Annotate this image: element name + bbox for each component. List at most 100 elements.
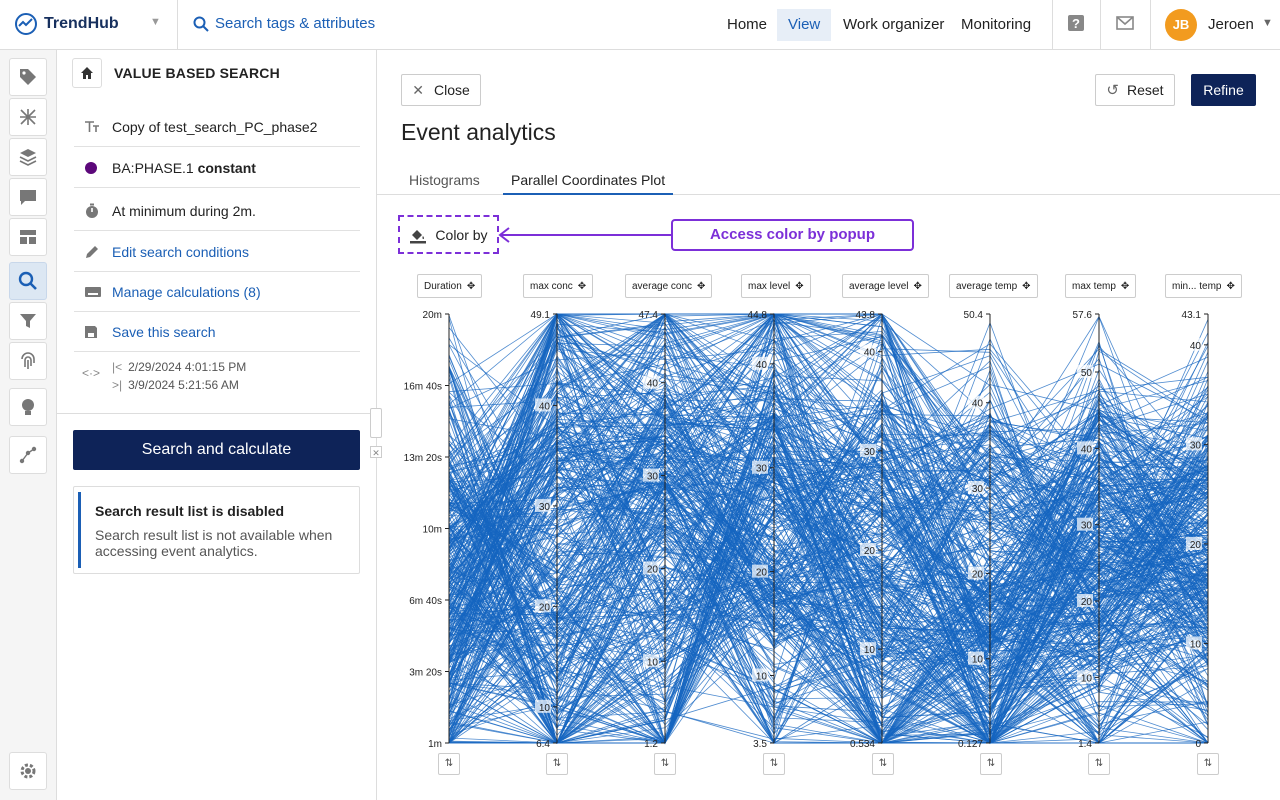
color-by-label: Color by [435,226,488,243]
axis-header-average-level[interactable]: average level ✥ [842,274,929,298]
gear-icon[interactable] [9,752,47,790]
nav-home[interactable]: Home [727,16,768,33]
data-line [448,313,1209,610]
data-line [448,315,1209,661]
graph-icon[interactable] [9,436,47,474]
tick-label-background [860,443,876,457]
layers-icon[interactable] [9,138,47,176]
axis-header-max-level[interactable]: max level ✥ [741,274,811,298]
mail-icon[interactable] [1115,13,1137,35]
axis-tick-label: 40 [1081,444,1093,455]
dashboard-icon[interactable] [9,218,47,256]
comment-icon[interactable] [9,178,47,216]
close-button[interactable]: ✕ Close [401,74,481,106]
data-line [448,526,1209,714]
data-line [448,426,1209,613]
filter-icon[interactable] [9,302,47,340]
duration-row[interactable]: At minimum during 2m. [74,191,360,231]
tab-parallel-coordinates[interactable]: Parallel Coordinates Plot [503,172,674,195]
color-by-button[interactable]: Color by [398,215,499,254]
save-search-link[interactable]: Save this search [74,312,360,352]
collapse-panel-icon[interactable]: ✕ [370,446,382,458]
lightbulb-icon[interactable] [9,388,47,426]
parallel-coordinates-plot[interactable]: 20m 16m 40s 13m 20s 10m 6m 40s 3m 20s 1m 49.1 40… [380,300,1260,752]
nav-monitoring[interactable]: Monitoring [961,16,1032,33]
user-name[interactable]: Jeroen [1208,16,1254,33]
fingerprint-icon[interactable] [9,342,47,380]
data-line [448,429,1209,744]
data-line [448,587,1209,744]
panel-resize-handle[interactable] [370,408,382,438]
data-line [448,516,1209,744]
search-result-notice: Search result list is disabled Search re… [73,486,360,574]
undo-icon: ↺ [1106,82,1119,99]
axis-header-max-conc[interactable]: max conc ✥ [523,274,594,298]
data-line [448,375,1209,675]
data-line [448,338,1209,656]
manage-calculations-link[interactable]: Manage calculations (8) [74,272,360,312]
axis-tick-label: 20 [1081,597,1093,608]
nav-work-organizer[interactable]: Work organizer [843,16,945,33]
tag-color-dot-icon [74,161,112,175]
search-name-row[interactable]: Copy of test_search_PC_phase2 [74,107,360,147]
condition-row[interactable]: BA:PHASE.1 constant [74,148,360,188]
axis-header-duration[interactable]: Duration ✥ [417,274,483,298]
axis-tick-label: 3m 20s [409,668,442,679]
move-icon: ✥ [577,280,587,292]
search-and-calculate-button[interactable]: Search and calculate [73,430,360,470]
trendhub-logo[interactable]: TrendHub [14,12,119,36]
data-line [448,410,1209,744]
axis-tick-label: 20 [756,568,768,579]
data-line [448,313,1209,649]
data-line [448,412,1209,686]
data-line [448,427,1209,648]
sort-icon[interactable]: ⇅ [980,753,1002,775]
refine-button[interactable]: Refine [1191,74,1256,106]
nav-view[interactable]: View [777,9,832,41]
data-line [448,321,1209,716]
axis-tick-label: 20 [647,564,659,575]
sort-icon[interactable]: ⇅ [1197,753,1219,775]
axis-tick-label: 20m [423,310,442,321]
axis-tick-label: 6.4 [536,739,550,750]
data-line [448,390,1209,571]
axis-tick-label: 40 [972,399,984,410]
data-line [448,340,1209,685]
data-line [448,451,1209,744]
tick-label-background [643,654,659,668]
data-line [448,415,1209,614]
tab-histograms[interactable]: Histograms [409,172,480,188]
sort-icon[interactable]: ⇅ [1088,753,1110,775]
pattern-icon[interactable] [9,98,47,136]
sort-icon[interactable]: ⇅ [654,753,676,775]
data-line [448,455,1209,582]
axis-header-average-temp[interactable]: average temp ✥ [949,274,1038,298]
help-icon[interactable]: ? [1066,13,1088,35]
chevron-down-icon[interactable]: ▼ [150,16,161,28]
data-line [448,313,1209,644]
axis-header-average-conc[interactable]: average conc ✥ [625,274,713,298]
home-button[interactable] [72,58,102,88]
axis-header-min-temp[interactable]: min... temp ✥ [1165,274,1242,298]
sort-icon[interactable]: ⇅ [546,753,568,775]
reset-button[interactable]: ↺ Reset [1095,74,1175,106]
notice-title: Search result list is disabled [95,503,285,519]
edit-search-conditions-link[interactable]: Edit search conditions [74,232,360,272]
chevron-down-icon[interactable]: ▼ [1262,17,1273,29]
data-line [448,423,1209,744]
axis-header-max-temp[interactable]: max temp ✥ [1065,274,1137,298]
search-icon [193,16,209,32]
axis-tick-label: 10 [756,671,768,682]
tag-icon[interactable] [9,58,47,96]
sort-icon[interactable]: ⇅ [438,753,460,775]
sort-icon[interactable]: ⇅ [763,753,785,775]
date-range-icon: <·> [82,366,101,380]
tick-label-background [1077,365,1093,379]
panel-header: VALUE BASED SEARCH [72,58,280,88]
avatar[interactable]: JB [1165,9,1197,41]
search-icon[interactable] [9,262,47,300]
search-tags-input[interactable]: Search tags & attributes [193,15,375,32]
sort-icon[interactable]: ⇅ [872,753,894,775]
data-line [448,413,1209,734]
date-end: 3/9/2024 5:21:56 AM [128,378,239,392]
